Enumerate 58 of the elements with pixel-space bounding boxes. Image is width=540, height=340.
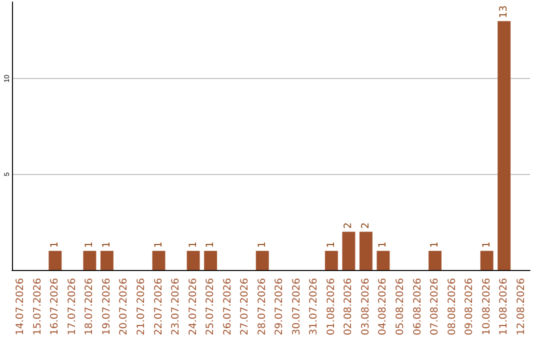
x-tick-label: 01.08.2026 bbox=[326, 278, 337, 336]
x-tick-label: 10.08.2026 bbox=[481, 278, 492, 336]
data-label: 1 bbox=[256, 241, 268, 248]
x-tick-label: 18.07.2026 bbox=[84, 278, 96, 336]
bar bbox=[152, 250, 166, 270]
bar bbox=[324, 250, 338, 270]
data-label: 1 bbox=[481, 241, 492, 248]
x-tick-label: 23.07.2026 bbox=[170, 278, 182, 336]
x-tick-label: 04.08.2026 bbox=[378, 278, 389, 336]
data-label: 1 bbox=[50, 241, 61, 248]
data-label: 1 bbox=[101, 241, 112, 248]
data-label: 1 bbox=[188, 241, 199, 248]
x-tick-label: 14.07.2026 bbox=[15, 278, 26, 336]
bar bbox=[480, 250, 494, 270]
x-tick-label: 09.08.2026 bbox=[464, 278, 476, 336]
bar bbox=[498, 21, 511, 270]
x-tick-label: 08.08.2026 bbox=[446, 278, 458, 336]
x-tick-label: 26.07.2026 bbox=[222, 278, 234, 336]
x-tick-label: 24.07.2026 bbox=[188, 278, 199, 336]
data-label: 13 bbox=[498, 5, 510, 18]
bar bbox=[100, 250, 114, 270]
bar bbox=[428, 250, 442, 270]
x-tick-label: 20.07.2026 bbox=[118, 278, 130, 336]
x-tick-label: 17.07.2026 bbox=[66, 278, 78, 336]
x-tick-label: 15.07.2026 bbox=[32, 278, 44, 336]
data-label: 1 bbox=[153, 241, 164, 248]
x-tick-label: 07.08.2026 bbox=[430, 278, 441, 336]
x-tick-label: 30.07.2026 bbox=[291, 278, 302, 336]
bar bbox=[186, 250, 200, 270]
bar bbox=[359, 232, 372, 270]
data-label: 1 bbox=[378, 241, 389, 248]
bar bbox=[83, 250, 96, 270]
x-tick-label: 03.08.2026 bbox=[360, 278, 372, 336]
x-tick-label: 06.08.2026 bbox=[412, 278, 424, 336]
data-label: 1 bbox=[84, 241, 96, 248]
data-label: 1 bbox=[430, 241, 441, 248]
x-tick-label: 22.07.2026 bbox=[153, 278, 164, 336]
x-tick-label: 02.08.2026 bbox=[343, 278, 354, 336]
x-tick-label: 25.07.2026 bbox=[205, 278, 216, 336]
x-tick-label: 16.07.2026 bbox=[50, 278, 61, 336]
data-label: 1 bbox=[205, 241, 216, 248]
x-tick-label: 21.07.2026 bbox=[136, 278, 147, 336]
x-tick-label: 05.08.2026 bbox=[395, 278, 406, 336]
data-label: 1 bbox=[326, 241, 337, 248]
x-tick-label: 28.07.2026 bbox=[256, 278, 268, 336]
bar bbox=[376, 250, 390, 270]
x-tick-label: 11.08.2026 bbox=[498, 278, 510, 336]
x-tick-label: 29.07.2026 bbox=[274, 278, 286, 336]
x-tick-label: 19.07.2026 bbox=[101, 278, 112, 336]
data-label: 2 bbox=[360, 222, 372, 229]
bar bbox=[342, 232, 356, 270]
bar bbox=[48, 250, 62, 270]
data-label: 2 bbox=[343, 222, 354, 229]
x-tick-label: 12.08.2026 bbox=[516, 278, 527, 336]
x-tick-label: 31.07.2026 bbox=[308, 278, 320, 336]
bar bbox=[256, 250, 269, 270]
bar bbox=[204, 250, 218, 270]
x-tick-label: 27.07.2026 bbox=[240, 278, 251, 336]
